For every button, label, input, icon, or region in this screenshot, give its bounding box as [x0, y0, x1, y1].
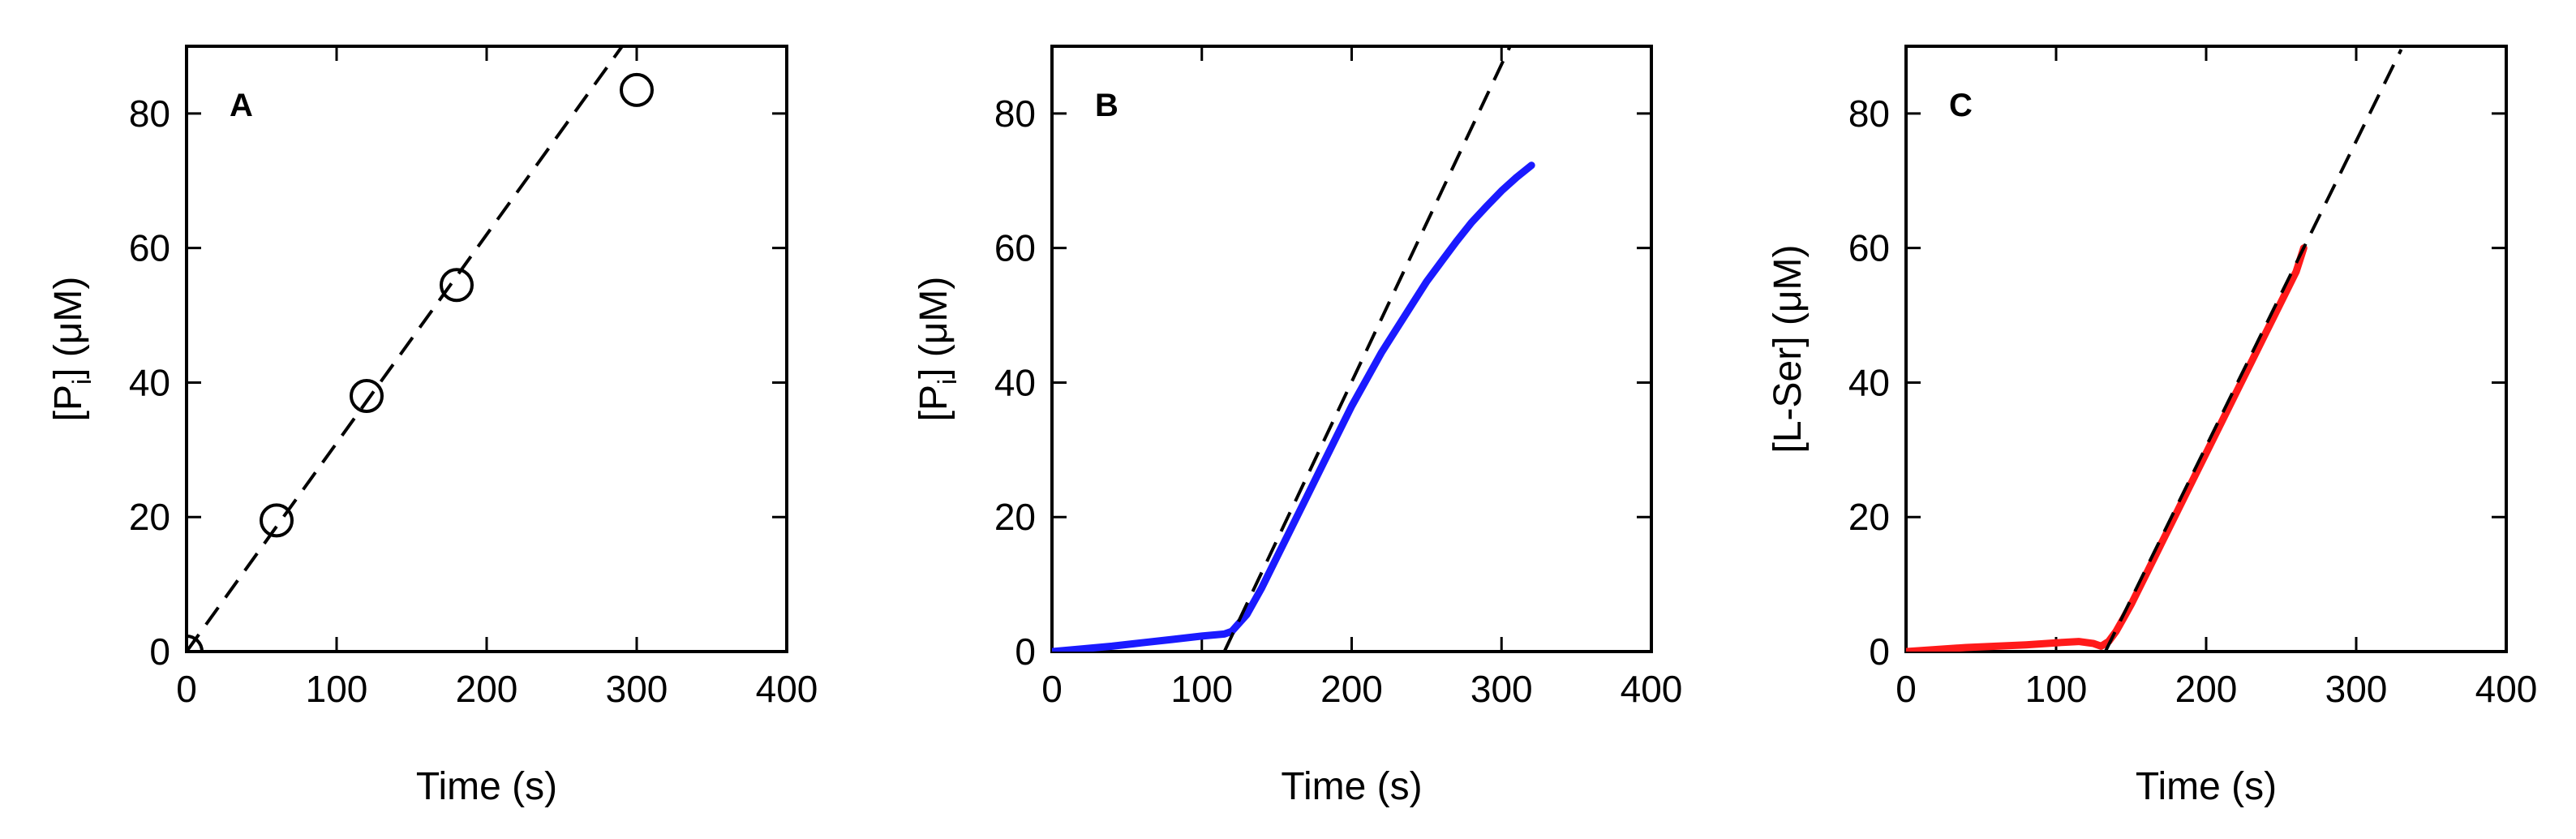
y-tick-label: 80: [129, 93, 170, 135]
series-line: [1052, 161, 1535, 652]
y-tick-label: 0: [149, 630, 170, 673]
chart-panel-c: 0 100 200 300 400 0 20 40 60 80 C Time (s) [L-Ser] (…: [1767, 45, 2538, 808]
y-axis-label-tail: ] (μM): [47, 277, 90, 379]
y-tick-label: 80: [1848, 93, 1890, 135]
data-point: [440, 268, 474, 303]
y-axis-label-subscript: i: [933, 379, 962, 385]
x-tick-label: 100: [306, 668, 368, 710]
x-tick-label: 400: [756, 668, 818, 710]
plot-frame: [1050, 45, 1653, 653]
x-tick-label: 100: [1170, 668, 1233, 710]
x-axis-label: Time (s): [2136, 765, 2277, 808]
y-axis-label: [L-Ser] (μM): [1767, 245, 1810, 454]
y-axis-label-main: [P: [912, 385, 955, 421]
y-axis-label-subscript: i: [67, 379, 97, 385]
plot-frame: [185, 45, 788, 653]
x-tick-label: 400: [2475, 668, 2538, 710]
x-tick-label: 300: [1470, 668, 1533, 710]
panel-label: B: [1095, 88, 1118, 123]
chart-panel-a: 0 100 200 300 400 0 20 40 60 80 A Time (s) [Pi] (μM): [47, 45, 818, 808]
x-tick-label: 200: [456, 668, 518, 710]
x-tick-label: 200: [1320, 668, 1383, 710]
y-tick-label: 0: [1015, 630, 1036, 673]
data-point: [350, 379, 384, 414]
x-tick-label: 300: [606, 668, 668, 710]
x-tick-label: 400: [1621, 668, 1683, 710]
x-tick-label: 0: [176, 668, 197, 710]
x-axis-label: Time (s): [416, 765, 557, 808]
x-tick-label: 200: [2175, 668, 2238, 710]
y-axis-label: [Pi] (μM): [47, 277, 97, 422]
y-tick-label: 20: [1848, 496, 1890, 538]
fit-line: [2104, 49, 2403, 652]
y-tick-label: 20: [129, 496, 170, 538]
y-tick-label: 60: [994, 227, 1036, 269]
y-axis-label: [Pi] (μM): [912, 277, 962, 422]
plot-data-group: [1052, 46, 1535, 652]
data-point: [260, 503, 294, 538]
y-tick-label: 40: [129, 361, 170, 403]
y-axis-label-main: [L-Ser] (μM): [1767, 245, 1810, 454]
x-axis-label: Time (s): [1281, 765, 1422, 808]
series-line: [1906, 244, 2308, 652]
x-tick-label: 300: [2325, 668, 2388, 710]
y-tick-label: 20: [994, 496, 1036, 538]
plot-frame: [1904, 45, 2508, 653]
y-tick-label: 40: [994, 361, 1036, 403]
plot-data-group: [187, 46, 654, 652]
y-tick-label: 60: [129, 227, 170, 269]
fit-line: [1222, 46, 1513, 652]
x-tick-label: 0: [1041, 668, 1063, 710]
x-tick-label: 0: [1896, 668, 1917, 710]
y-tick-label: 60: [1848, 227, 1890, 269]
x-tick-label: 100: [2025, 668, 2088, 710]
y-axis-label-main: [P: [47, 385, 90, 421]
chart-panel-b: 0 100 200 300 400 0 20 40 60 80 B Time (s) [Pi] (μM): [912, 45, 1682, 808]
panel-label: C: [1949, 88, 1973, 123]
fit-line: [187, 46, 625, 652]
y-tick-label: 0: [1869, 630, 1890, 673]
y-axis-label-tail: ] (μM): [912, 277, 955, 379]
plot-data-group: [1906, 49, 2403, 652]
panel-label: A: [230, 88, 253, 123]
y-tick-label: 40: [1848, 361, 1890, 403]
data-point: [620, 72, 654, 107]
y-tick-label: 80: [994, 93, 1036, 135]
